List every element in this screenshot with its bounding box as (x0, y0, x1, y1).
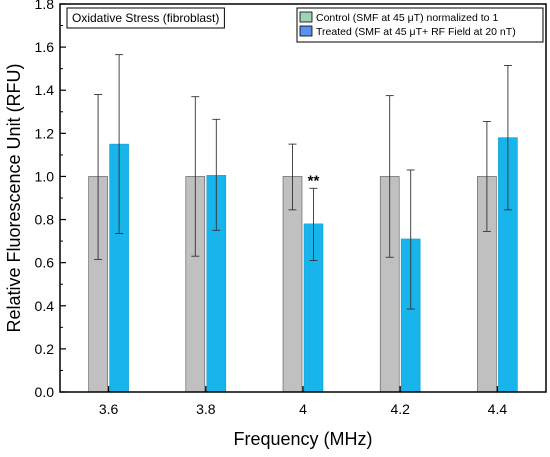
inset-title-frame (66, 7, 225, 29)
inset-title-box: Oxidative Stress (fibroblast) (66, 7, 225, 29)
error-bar-control-4 (288, 143, 297, 211)
error-bar-treated-4.2 (406, 169, 415, 310)
y-axis-title: Relative Fluorescence Unit (RFU) (4, 63, 24, 332)
legend-frame (296, 7, 544, 43)
y-tick-label: 0.6 (35, 255, 55, 271)
ticks-layer: 0.0 0.2 0.4 0.6 0.8 1.0 1.2 1.4 1.6 1.8 3.6 3.8 4 4.2… (35, 0, 508, 417)
annotations-layer: ** (308, 172, 320, 189)
error-bar-control-3.8 (191, 96, 200, 257)
bars-layer (88, 137, 518, 393)
x-axis-title: Frequency (MHz) (233, 429, 372, 449)
x-tick-label: 3.6 (99, 401, 119, 417)
x-tick-label: 3.8 (196, 401, 216, 417)
y-tick-label: 0.4 (35, 298, 55, 314)
y-tick-label: 1.0 (35, 168, 55, 184)
y-tick-label: 0.2 (35, 341, 55, 357)
error-bar-treated-3.8 (212, 118, 221, 231)
legend-swatch-treated (299, 25, 313, 37)
y-tick-label: 0.0 (35, 384, 55, 400)
legend-swatch-control (299, 11, 313, 23)
error-bars-layer (94, 54, 512, 310)
legend-label-treated: Treated (SMF at 45 μT+ RF Field at 20 nT… (316, 26, 516, 38)
error-bar-control-3.6 (94, 94, 103, 260)
error-bar-treated-3.6 (115, 54, 124, 235)
x-tick-label: 4 (299, 401, 307, 417)
legend: Control (SMF at 45 μT) normalized to 1 T… (296, 7, 544, 43)
x-tick-label: 4.4 (488, 401, 508, 417)
y-tick-label: 0.8 (35, 212, 55, 228)
y-tick-label: 1.8 (35, 0, 55, 12)
x-tick-label: 4.2 (390, 401, 410, 417)
legend-label-control: Control (SMF at 45 μT) normalized to 1 (316, 12, 498, 24)
error-bar-control-4.2 (385, 95, 394, 258)
y-tick-label: 1.6 (35, 39, 55, 55)
error-bar-treated-4.4 (503, 64, 512, 211)
chart-title: Oxidative Stress (fibroblast) (72, 11, 219, 25)
y-tick-label: 1.4 (35, 82, 55, 98)
error-bar-treated-4 (309, 187, 318, 261)
y-tick-label: 1.2 (35, 125, 55, 141)
significance-marker: ** (308, 172, 320, 189)
error-bar-control-4.4 (482, 121, 491, 232)
